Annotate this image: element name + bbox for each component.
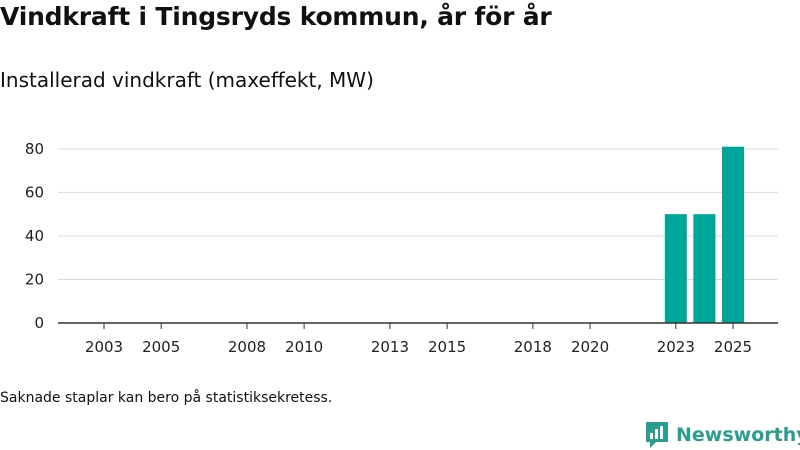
footnote: Saknade staplar kan bero på statistiksek…	[0, 390, 333, 406]
x-tick-label: 2013	[371, 338, 409, 356]
y-tick-label: 0	[34, 314, 44, 332]
x-tick-label: 2008	[228, 338, 266, 356]
brand-name: Newsworthy	[676, 424, 800, 446]
y-tick-label: 60	[25, 183, 44, 201]
bar	[664, 214, 687, 323]
bar	[693, 214, 716, 323]
x-tick-label: 2025	[714, 338, 752, 356]
x-tick-label: 2023	[657, 338, 695, 356]
brand-logo: Newsworthy	[644, 420, 800, 450]
y-tick-label: 80	[25, 140, 44, 158]
bar	[722, 146, 744, 323]
x-tick-label: 2018	[514, 338, 552, 356]
y-tick-label: 40	[25, 227, 44, 245]
x-tick-label: 2003	[85, 338, 123, 356]
x-tick-label: 2015	[428, 338, 466, 356]
chart-title: Vindkraft i Tingsryds kommun, år för år	[0, 2, 552, 31]
y-tick-label: 20	[25, 270, 44, 288]
x-tick-label: 2020	[571, 338, 609, 356]
x-tick-label: 2005	[142, 338, 180, 356]
chart-subtitle: Installerad vindkraft (maxeffekt, MW)	[0, 68, 374, 92]
newsworthy-logo-icon	[646, 422, 668, 448]
x-tick-label: 2010	[285, 338, 323, 356]
